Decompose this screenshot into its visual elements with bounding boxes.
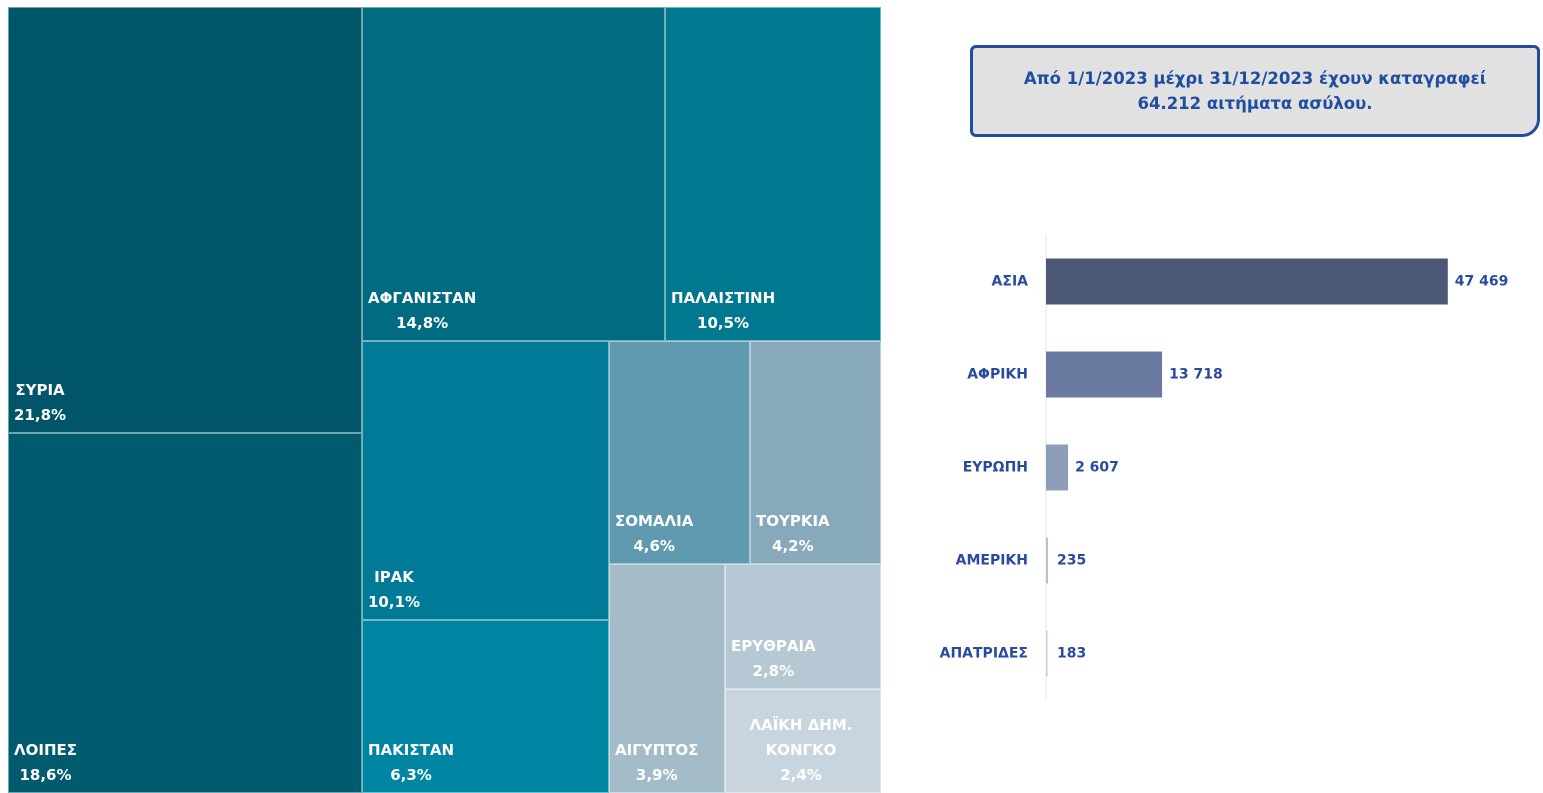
treemap-tile: ΑΙΓΥΠΤΟΣ 3,9% <box>609 564 725 793</box>
value-label: 13 718 <box>1169 367 1223 383</box>
tile-label: ΙΡΑΚ 10,1% <box>368 565 420 615</box>
treemap-tile: ΠΑΚΙΣΤΑΝ 6,3% <box>362 620 609 793</box>
bar <box>1046 630 1048 677</box>
treemap-tile: ΛΑΪΚΗ ΔΗΜ. ΚΟΝΓΚΟ 2,4% <box>725 689 881 793</box>
tile-value: 10,5% <box>697 314 750 332</box>
treemap-tile: ΤΟΥΡΚΙΑ 4,2% <box>750 341 881 564</box>
tile-label: ΑΙΓΥΠΤΟΣ 3,9% <box>615 738 698 788</box>
treemap-tile: ΕΡΥΘΡΑΙΑ 2,8% <box>725 564 881 689</box>
tile-name: ΠΑΛΑΙΣΤΙΝΗ <box>671 289 776 307</box>
treemap-tile: ΠΑΛΑΙΣΤΙΝΗ 10,5% <box>665 7 881 341</box>
tile-name: ΑΙΓΥΠΤΟΣ <box>615 741 699 759</box>
bar <box>1046 351 1163 398</box>
callout: Από 1/1/2023 μέχρι 31/12/2023 έχουν κατα… <box>970 45 1540 137</box>
tile-value: 3,9% <box>635 766 678 784</box>
category-label: ΑΜΕΡΙΚΗ <box>956 553 1028 569</box>
treemap-tile: ΙΡΑΚ 10,1% <box>362 341 609 620</box>
tile-name: ΛΑΪΚΗ ΔΗΜ. ΚΟΝΓΚΟ <box>749 716 853 759</box>
value-label: 235 <box>1057 553 1086 569</box>
tile-label: ΑΦΓΑΝΙΣΤΑΝ 14,8% <box>368 286 476 336</box>
tile-value: 18,6% <box>19 766 72 784</box>
tile-label: ΛΟΙΠΕΣ 18,6% <box>14 738 77 788</box>
tile-value: 4,2% <box>772 537 814 555</box>
category-label: ΕΥΡΩΠΗ <box>963 460 1028 476</box>
category-label: ΑΠΑΤΡΙΔΕΣ <box>940 646 1028 662</box>
tile-name: ΣΟΜΑΛΙΑ <box>615 512 694 530</box>
tile-label: ΕΡΥΘΡΑΙΑ 2,8% <box>731 634 816 684</box>
treemap-tile: ΣΥΡΙΑ 21,8% <box>8 7 362 433</box>
category-label: ΑΦΡΙΚΗ <box>967 367 1028 383</box>
tile-label: ΣΟΜΑΛΙΑ 4,6% <box>615 509 693 559</box>
tile-name: ΙΡΑΚ <box>374 568 414 586</box>
tile-value: 6,3% <box>390 766 432 784</box>
tile-value: 2,4% <box>780 766 822 784</box>
tile-label: ΠΑΛΑΙΣΤΙΝΗ 10,5% <box>671 286 775 336</box>
bar <box>1046 258 1448 305</box>
value-label: 47 469 <box>1455 274 1509 290</box>
tile-label: ΤΟΥΡΚΙΑ 4,2% <box>756 509 830 559</box>
tile-label: ΣΥΡΙΑ 21,8% <box>14 378 66 428</box>
treemap-tile: ΑΦΓΑΝΙΣΤΑΝ 14,8% <box>362 7 665 341</box>
tile-name: ΑΦΓΑΝΙΣΤΑΝ <box>368 289 477 307</box>
treemap-tile: ΛΟΙΠΕΣ 18,6% <box>8 433 362 793</box>
category-label: ΑΣΙΑ <box>992 274 1029 290</box>
bar <box>1046 444 1069 491</box>
tile-value: 4,6% <box>633 537 675 555</box>
tile-value: 14,8% <box>396 314 449 332</box>
tile-name: ΕΡΥΘΡΑΙΑ <box>731 637 816 655</box>
tile-name: ΤΟΥΡΚΙΑ <box>756 512 830 530</box>
value-label: 183 <box>1057 646 1086 662</box>
tile-value: 2,8% <box>752 662 795 680</box>
tile-label: ΠΑΚΙΣΤΑΝ 6,3% <box>368 738 454 788</box>
tile-label: ΛΑΪΚΗ ΔΗΜ. ΚΟΝΓΚΟ 2,4% <box>731 713 871 788</box>
tile-name: ΣΥΡΙΑ <box>15 381 65 399</box>
tile-name: ΛΟΙΠΕΣ <box>14 741 77 759</box>
tile-value: 21,8% <box>14 406 67 424</box>
value-label: 2 607 <box>1075 460 1119 476</box>
bar <box>1046 537 1048 584</box>
tile-value: 10,1% <box>368 593 421 611</box>
tile-name: ΠΑΚΙΣΤΑΝ <box>368 741 455 759</box>
treemap-tile: ΣΟΜΑΛΙΑ 4,6% <box>609 341 750 564</box>
